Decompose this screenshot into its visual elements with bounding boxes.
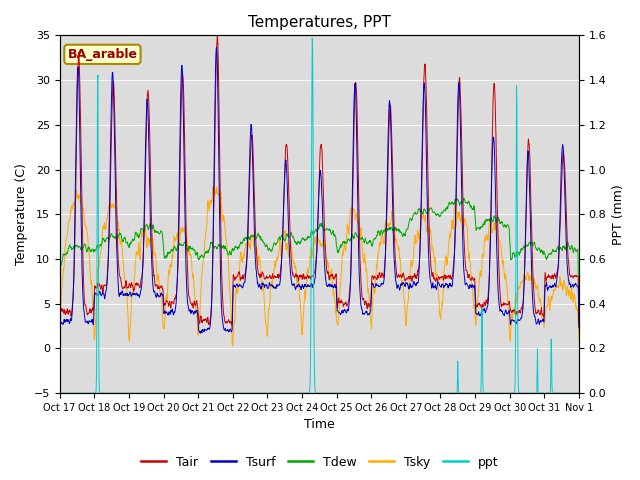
Title: Temperatures, PPT: Temperatures, PPT	[248, 15, 391, 30]
Y-axis label: Temperature (C): Temperature (C)	[15, 163, 28, 265]
Text: BA_arable: BA_arable	[67, 48, 138, 61]
Legend: Tair, Tsurf, Tdew, Tsky, ppt: Tair, Tsurf, Tdew, Tsky, ppt	[136, 451, 504, 474]
Y-axis label: PPT (mm): PPT (mm)	[612, 184, 625, 245]
X-axis label: Time: Time	[304, 419, 335, 432]
